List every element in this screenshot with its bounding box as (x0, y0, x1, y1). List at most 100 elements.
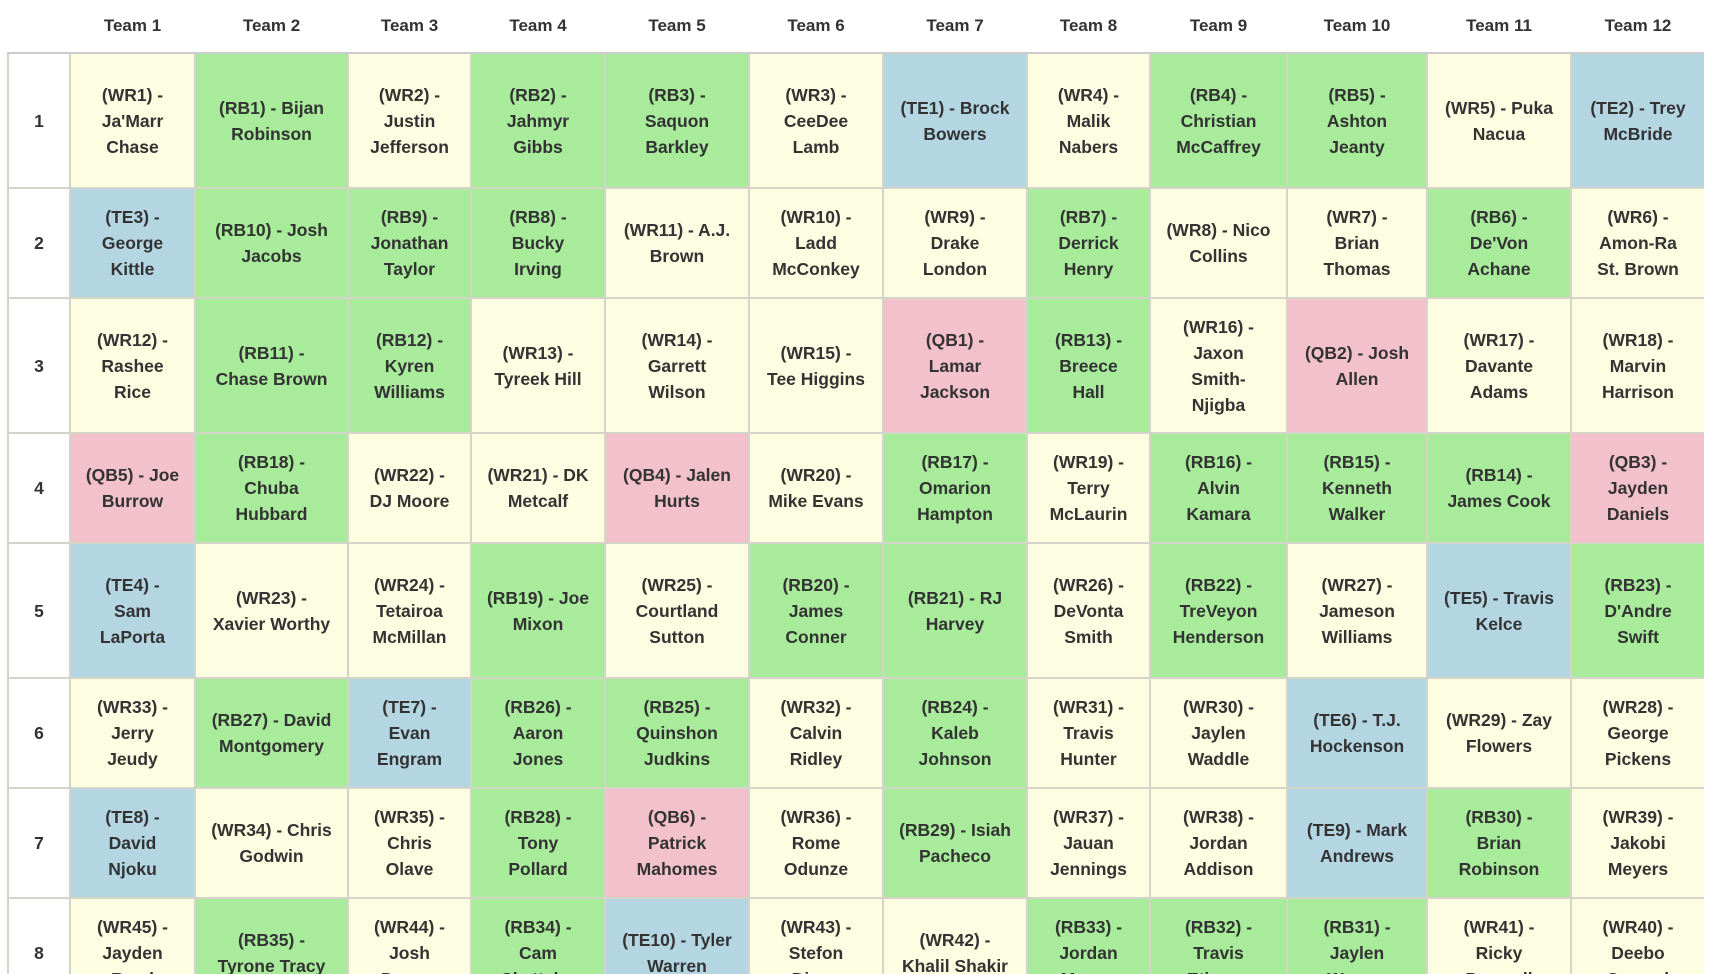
table-body: 1 (WR1) - Ja'Marr Chase (RB1) - Bijan Robi… (7, 52, 1704, 974)
pick-cell: (WR5) - Puka Nacua (1426, 52, 1572, 189)
pick-cell: (RB22) - TreVeyon Henderson (1149, 542, 1288, 679)
pick-cell: (WR17) - Davante Adams (1426, 297, 1572, 434)
team-header: Team 10 (1287, 0, 1427, 54)
pick-cell: (RB14) - James Cook (1426, 432, 1572, 544)
pick-cell: (RB31) - Jaylen Warren (1286, 897, 1428, 974)
team-header: Team 12 (1571, 0, 1704, 54)
pick-cell: (RB10) - Josh Jacobs (194, 187, 349, 299)
pick-cell: (RB23) - D'Andre Swift (1570, 542, 1704, 679)
round-row: 6 (WR33) - Jerry Jeudy (RB27) - David Mont… (7, 677, 1704, 789)
pick-cell: (TE6) - T.J. Hockenson (1286, 677, 1428, 789)
pick-cell: (QB2) - Josh Allen (1286, 297, 1428, 434)
pick-cell: (WR43) - Stefon Diggs (748, 897, 884, 974)
pick-cell: (WR12) - Rashee Rice (69, 297, 196, 434)
pick-cell: (RB13) - Breece Hall (1026, 297, 1151, 434)
pick-cell: (TE7) - Evan Engram (347, 677, 472, 789)
pick-cell: (WR22) - DJ Moore (347, 432, 472, 544)
team-header: Team 6 (749, 0, 883, 54)
pick-cell: (WR33) - Jerry Jeudy (69, 677, 196, 789)
pick-cell: (RB24) - Kaleb Johnson (882, 677, 1028, 789)
round-row: 5 (TE4) - Sam LaPorta (WR23) - Xavier Wort… (7, 542, 1704, 679)
round-row: 1 (WR1) - Ja'Marr Chase (RB1) - Bijan Robi… (7, 52, 1704, 189)
pick-cell: (WR36) - Rome Odunze (748, 787, 884, 899)
pick-cell: (TE10) - Tyler Warren (604, 897, 750, 974)
round-number: 8 (7, 897, 71, 974)
pick-cell: (WR8) - Nico Collins (1149, 187, 1288, 299)
pick-cell: (WR7) - Brian Thomas (1286, 187, 1428, 299)
pick-cell: (WR29) - Zay Flowers (1426, 677, 1572, 789)
pick-cell: (WR42) - Khalil Shakir (882, 897, 1028, 974)
pick-cell: (RB25) - Quinshon Judkins (604, 677, 750, 789)
pick-cell: (RB28) - Tony Pollard (470, 787, 606, 899)
pick-cell: (RB27) - David Montgomery (194, 677, 349, 789)
pick-cell: (TE4) - Sam LaPorta (69, 542, 196, 679)
pick-cell: (WR39) - Jakobi Meyers (1570, 787, 1704, 899)
pick-cell: (RB9) - Jonathan Taylor (347, 187, 472, 299)
pick-cell: (WR31) - Travis Hunter (1026, 677, 1151, 789)
pick-cell: (WR27) - Jameson Williams (1286, 542, 1428, 679)
pick-cell: (WR19) - Terry McLaurin (1026, 432, 1151, 544)
pick-cell: (WR3) - CeeDee Lamb (748, 52, 884, 189)
pick-cell: (WR34) - Chris Godwin (194, 787, 349, 899)
pick-cell: (WR35) - Chris Olave (347, 787, 472, 899)
pick-cell: (RB26) - Aaron Jones (470, 677, 606, 789)
round-number: 1 (7, 52, 71, 189)
pick-cell: (TE2) - Trey McBride (1570, 52, 1704, 189)
round-number: 6 (7, 677, 71, 789)
pick-cell: (RB4) - Christian McCaffrey (1149, 52, 1288, 189)
round-number: 7 (7, 787, 71, 899)
pick-cell: (WR24) - Tetairoa McMillan (347, 542, 472, 679)
pick-cell: (WR26) - DeVonta Smith (1026, 542, 1151, 679)
pick-cell: (RB19) - Joe Mixon (470, 542, 606, 679)
pick-cell: (RB15) - Kenneth Walker (1286, 432, 1428, 544)
pick-cell: (QB5) - Joe Burrow (69, 432, 196, 544)
round-number: 3 (7, 297, 71, 434)
round-row: 2 (TE3) - George Kittle (RB10) - Josh Jaco… (7, 187, 1704, 299)
pick-cell: (RB29) - Isiah Pacheco (882, 787, 1028, 899)
pick-cell: (RB30) - Brian Robinson (1426, 787, 1572, 899)
pick-cell: (RB32) - Travis Etienne (1149, 897, 1288, 974)
pick-cell: (WR10) - Ladd McConkey (748, 187, 884, 299)
pick-cell: (WR40) - Deebo Samuel (1570, 897, 1704, 974)
pick-cell: (TE9) - Mark Andrews (1286, 787, 1428, 899)
pick-cell: (RB34) - Cam Skattebo (470, 897, 606, 974)
pick-cell: (WR25) - Courtland Sutton (604, 542, 750, 679)
pick-cell: (WR2) - Justin Jefferson (347, 52, 472, 189)
pick-cell: (RB5) - Ashton Jeanty (1286, 52, 1428, 189)
pick-cell: (RB20) - James Conner (748, 542, 884, 679)
round-row: 3 (WR12) - Rashee Rice (RB11) - Chase Brow… (7, 297, 1704, 434)
team-header: Team 3 (348, 0, 471, 54)
pick-cell: (RB3) - Saquon Barkley (604, 52, 750, 189)
pick-cell: (QB1) - Lamar Jackson (882, 297, 1028, 434)
team-header: Team 11 (1427, 0, 1571, 54)
pick-cell: (QB3) - Jayden Daniels (1570, 432, 1704, 544)
pick-cell: (WR9) - Drake London (882, 187, 1028, 299)
team-header: Team 5 (605, 0, 749, 54)
pick-cell: (WR41) - Ricky Pearsall (1426, 897, 1572, 974)
pick-cell: (WR6) - Amon-Ra St. Brown (1570, 187, 1704, 299)
pick-cell: (RB21) - RJ Harvey (882, 542, 1028, 679)
pick-cell: (WR4) - Malik Nabers (1026, 52, 1151, 189)
pick-cell: (RB2) - Jahmyr Gibbs (470, 52, 606, 189)
pick-cell: (WR1) - Ja'Marr Chase (69, 52, 196, 189)
round-number: 2 (7, 187, 71, 299)
pick-cell: (RB16) - Alvin Kamara (1149, 432, 1288, 544)
team-header: Team 8 (1027, 0, 1150, 54)
pick-cell: (WR32) - Calvin Ridley (748, 677, 884, 789)
header-row: Team 1 Team 2 Team 3 Team 4 Team 5 Team 6 Team… (8, 0, 1704, 54)
draft-table: Team 1 Team 2 Team 3 Team 4 Team 5 Team 6 Team… (7, 0, 1704, 974)
pick-cell: (RB6) - De'Von Achane (1426, 187, 1572, 299)
pick-cell: (RB35) - Tyrone Tracy (194, 897, 349, 974)
round-row: 4 (QB5) - Joe Burrow (RB18) - Chuba Hubbar… (7, 432, 1704, 544)
pick-cell: (WR21) - DK Metcalf (470, 432, 606, 544)
pick-cell: (WR23) - Xavier Worthy (194, 542, 349, 679)
pick-cell: (RB11) - Chase Brown (194, 297, 349, 434)
round-number: 4 (7, 432, 71, 544)
pick-cell: (RB17) - Omarion Hampton (882, 432, 1028, 544)
pick-cell: (RB1) - Bijan Robinson (194, 52, 349, 189)
pick-cell: (WR28) - George Pickens (1570, 677, 1704, 789)
pick-cell: (RB18) - Chuba Hubbard (194, 432, 349, 544)
pick-cell: (TE1) - Brock Bowers (882, 52, 1028, 189)
pick-cell: (QB4) - Jalen Hurts (604, 432, 750, 544)
pick-cell: (WR45) - Jayden Reed (69, 897, 196, 974)
